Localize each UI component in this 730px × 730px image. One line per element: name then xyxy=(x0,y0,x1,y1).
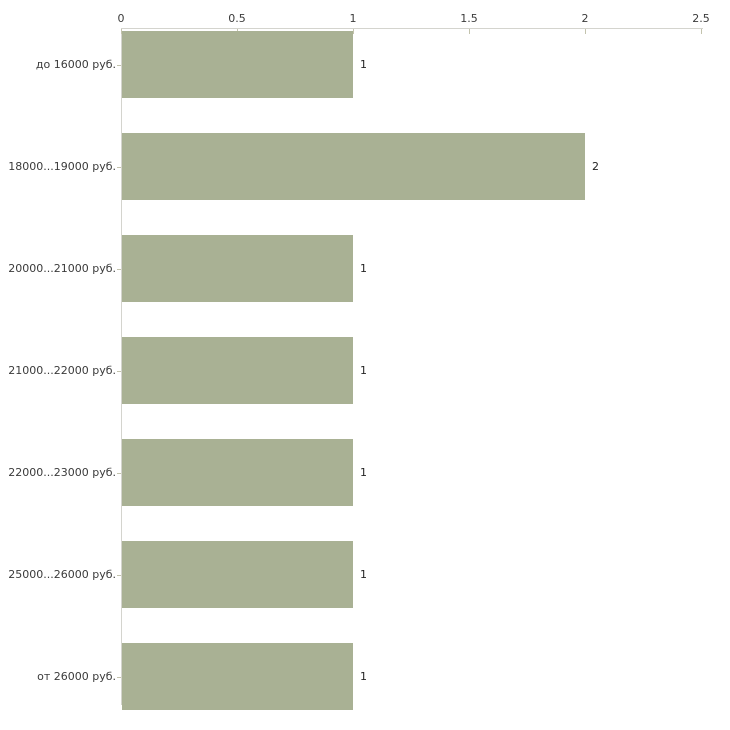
value-label: 1 xyxy=(360,568,367,581)
value-label: 1 xyxy=(360,466,367,479)
bar xyxy=(122,439,353,506)
bar-row: до 16000 руб. 1 xyxy=(0,31,730,98)
category-label: от 26000 руб. xyxy=(37,670,116,683)
value-label: 1 xyxy=(360,58,367,71)
bar xyxy=(122,235,353,302)
y-axis-tick xyxy=(117,676,121,678)
bar xyxy=(122,133,585,200)
bar-row: 22000...23000 руб. 1 xyxy=(0,439,730,506)
y-axis-tick xyxy=(117,166,121,168)
value-label: 1 xyxy=(360,262,367,275)
category-label: 22000...23000 руб. xyxy=(8,466,116,479)
y-axis-tick xyxy=(117,472,121,474)
x-tick-label: 2 xyxy=(581,12,589,25)
x-tick-label: 0 xyxy=(117,12,125,25)
value-label: 1 xyxy=(360,670,367,683)
bar xyxy=(122,31,353,98)
bar xyxy=(122,541,353,608)
y-axis-line xyxy=(121,28,122,705)
x-tick-label: 1.5 xyxy=(460,12,478,25)
x-tick-label: 0.5 xyxy=(228,12,246,25)
x-axis-line xyxy=(121,28,703,29)
bar-row: 21000...22000 руб. 1 xyxy=(0,337,730,404)
y-axis-tick xyxy=(117,268,121,270)
category-label: 25000...26000 руб. xyxy=(8,568,116,581)
x-tick-label: 2.5 xyxy=(692,12,710,25)
y-axis-tick xyxy=(117,370,121,372)
x-tick-mark xyxy=(353,29,354,34)
bar xyxy=(122,337,353,404)
bar-row: от 26000 руб. 1 xyxy=(0,643,730,710)
y-axis-tick xyxy=(117,574,121,576)
category-label: до 16000 руб. xyxy=(35,58,116,71)
bar-row: 18000...19000 руб. 2 xyxy=(0,133,730,200)
value-label: 2 xyxy=(592,160,599,173)
x-tick-mark xyxy=(701,29,702,34)
x-tick-label: 1 xyxy=(349,12,357,25)
x-tick-mark xyxy=(585,29,586,34)
y-axis-tick xyxy=(117,64,121,66)
bar-row: 25000...26000 руб. 1 xyxy=(0,541,730,608)
bar xyxy=(122,643,353,710)
x-tick-mark xyxy=(469,29,470,34)
bar-row: 20000...21000 руб. 1 xyxy=(0,235,730,302)
category-label: 20000...21000 руб. xyxy=(8,262,116,275)
category-label: 21000...22000 руб. xyxy=(8,364,116,377)
x-tick-mark xyxy=(121,29,122,34)
category-label: 18000...19000 руб. xyxy=(8,160,116,173)
value-label: 1 xyxy=(360,364,367,377)
